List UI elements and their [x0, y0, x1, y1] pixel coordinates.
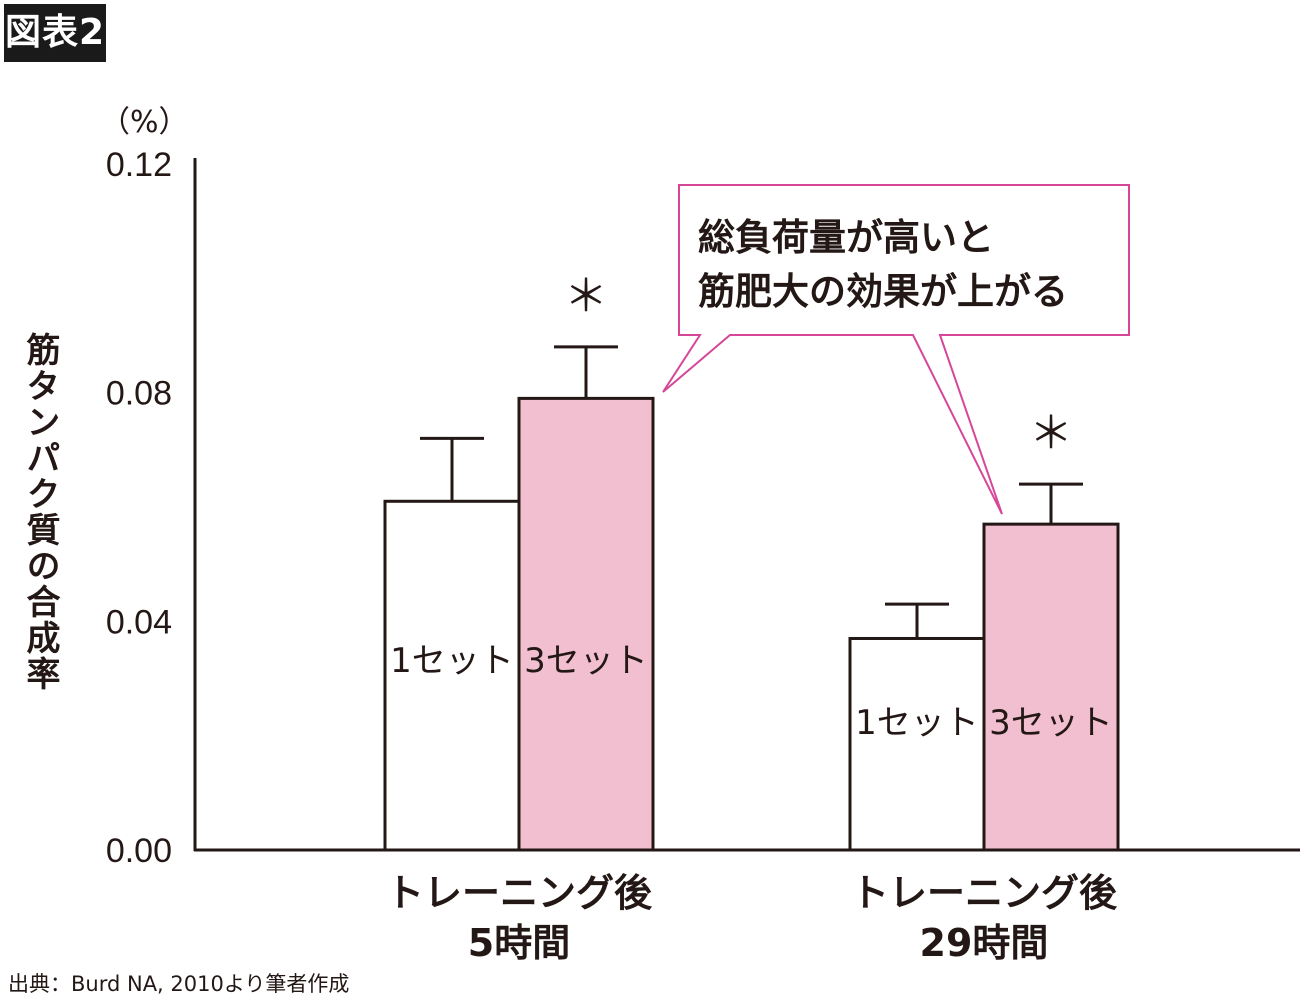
- x-category-label: トレーニング後: [386, 871, 653, 915]
- bars: 1セット 3セット＊1セット 3セット＊: [383, 271, 1120, 852]
- callout-line: 総負荷量が高いと: [698, 216, 994, 259]
- bar-label: 1セット: [855, 703, 979, 743]
- bar: [517, 396, 655, 852]
- source-note: 出典：Burd NA, 2010より筆者作成: [8, 972, 350, 996]
- callout-line: 筋肥大の効果が上がる: [698, 270, 1068, 313]
- y-axis-unit: （%）: [100, 105, 189, 140]
- figure-label: 図表2: [4, 4, 106, 62]
- y-tick-label: 0.12: [106, 146, 172, 184]
- x-category-label: 29時間: [920, 921, 1049, 965]
- significance-mark: ＊: [564, 271, 608, 322]
- x-axis-categories: トレーニング後 5時間 トレーニング後 29時間: [386, 871, 1118, 965]
- bar-label: 3セット: [989, 703, 1113, 743]
- y-axis-ticks: 0.00 0.04 0.08 0.12: [106, 146, 172, 870]
- y-axis-label: 筋タンパク質の合成率: [20, 332, 60, 692]
- bar: [848, 636, 986, 852]
- y-axis-title: 筋タンパク質の合成率: [20, 332, 60, 692]
- bar-label: 3セット: [524, 641, 648, 681]
- bar: [982, 522, 1120, 852]
- x-category-label: 5時間: [468, 921, 570, 965]
- significance-mark: ＊: [1029, 408, 1073, 459]
- x-category-label: トレーニング後: [851, 871, 1118, 915]
- callout-bubble: [662, 184, 1130, 515]
- y-tick-label: 0.04: [106, 603, 172, 641]
- y-tick-label: 0.08: [106, 375, 172, 413]
- y-tick-label: 0.00: [106, 832, 172, 870]
- bar-label: 1セット: [390, 641, 514, 681]
